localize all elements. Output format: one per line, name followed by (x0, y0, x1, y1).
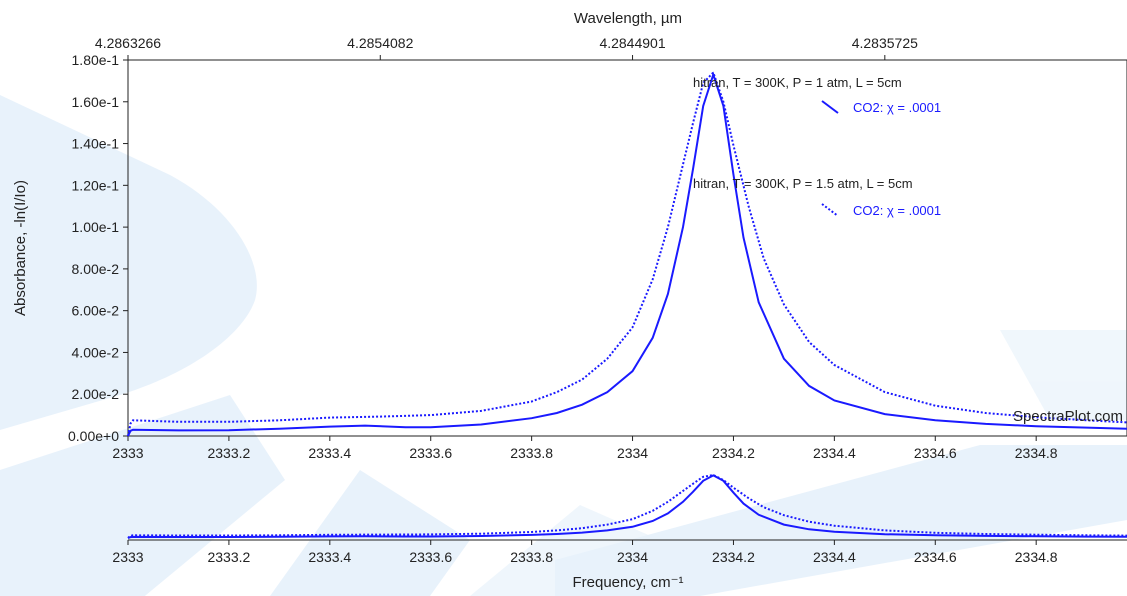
overview-x-tick-label: 2334.4 (813, 549, 856, 565)
y-tick-label: 1.00e-1 (72, 219, 120, 235)
x-axis-title: Frequency, cm⁻¹ (573, 574, 684, 591)
overview-x-tick-label: 2333.2 (207, 549, 250, 565)
legend-entry-2: CO2: χ = .0001 (853, 203, 941, 218)
main-plot[interactable]: 0.00e+0 2.00e-2 4.00e-2 6.00e-2 8.00e-2 1.00e… (12, 10, 1127, 461)
legend-header-2: hitran, T = 300K, P = 1.5 atm, L = 5cm (693, 176, 913, 191)
legend-swatch-2 (821, 203, 839, 217)
x-tick-label: 2334.4 (813, 445, 856, 461)
overview-x-tick-label: 2334.6 (914, 549, 957, 565)
overview-x-tick-label: 2333 (112, 549, 143, 565)
x-tick-label: 2334 (617, 445, 648, 461)
legend: hitran, T = 300K, P = 1 atm, L = 5cm CO2… (693, 75, 941, 218)
overview-plot[interactable]: 2333 2333.2 2333.4 2333.6 2333.8 2334 2334.2 23… (112, 473, 1127, 591)
overview-series-line-2 (127, 473, 1127, 539)
legend-entry-1: CO2: χ = .0001 (853, 100, 941, 115)
overview-x-tick-label: 2334 (617, 549, 648, 565)
top-axis-ticks: 4.2863266 4.2854082 4.2844901 4.2835725 (95, 35, 918, 60)
x-tick-label: 2334.8 (1015, 445, 1058, 461)
x-tick-label: 2333 (112, 445, 143, 461)
overview-x-tick-label: 2333.4 (308, 549, 351, 565)
y-tick-label: 1.40e-1 (72, 136, 120, 152)
x-axis-ticks: 2333 2333.2 2333.4 2333.6 2333.8 2334 2334.2 23… (112, 436, 1058, 461)
legend-header-1: hitran, T = 300K, P = 1 atm, L = 5cm (693, 75, 902, 90)
top-axis-title: Wavelength, µm (574, 10, 682, 27)
top-tick-label: 4.2844901 (599, 35, 665, 51)
y-tick-label: 1.80e-1 (72, 52, 120, 68)
y-tick-label: 0.00e+0 (68, 428, 119, 444)
x-tick-label: 2333.8 (510, 445, 553, 461)
x-tick-label: 2334.6 (914, 445, 957, 461)
y-axis-title: Absorbance, -ln(I/Io) (12, 180, 29, 316)
overview-series-layer (127, 473, 1127, 539)
y-tick-label: 2.00e-2 (72, 386, 120, 402)
overview-x-tick-label: 2334.2 (712, 549, 755, 565)
background-watermark (0, 95, 1127, 596)
x-tick-label: 2333.6 (409, 445, 452, 461)
overview-x-tick-label: 2333.8 (510, 549, 553, 565)
y-tick-label: 6.00e-2 (72, 303, 120, 319)
overview-x-tick-label: 2333.6 (409, 549, 452, 565)
y-tick-label: 1.60e-1 (72, 94, 120, 110)
watermark-text: SpectraPlot.com (1013, 408, 1123, 425)
series-layer (127, 70, 1127, 437)
top-tick-label: 4.2835725 (852, 35, 918, 51)
overview-x-ticks: 2333 2333.2 2333.4 2333.6 2333.8 2334 2334.2 23… (112, 540, 1058, 565)
overview-series-line-1 (127, 474, 1127, 539)
y-axis-ticks: 0.00e+0 2.00e-2 4.00e-2 6.00e-2 8.00e-2 1.00e… (68, 52, 128, 444)
x-tick-label: 2333.4 (308, 445, 351, 461)
y-tick-label: 8.00e-2 (72, 261, 120, 277)
series-line-1 (127, 71, 1127, 437)
y-tick-label: 4.00e-2 (72, 344, 120, 360)
x-tick-label: 2333.2 (207, 445, 250, 461)
x-tick-label: 2334.2 (712, 445, 755, 461)
legend-swatch-1 (821, 100, 839, 114)
top-tick-label: 4.2863266 (95, 35, 161, 51)
y-tick-label: 1.20e-1 (72, 177, 120, 193)
top-tick-label: 4.2854082 (347, 35, 413, 51)
plot-frame (127, 59, 1127, 437)
overview-x-tick-label: 2334.8 (1015, 549, 1058, 565)
series-line-2 (127, 70, 1127, 437)
